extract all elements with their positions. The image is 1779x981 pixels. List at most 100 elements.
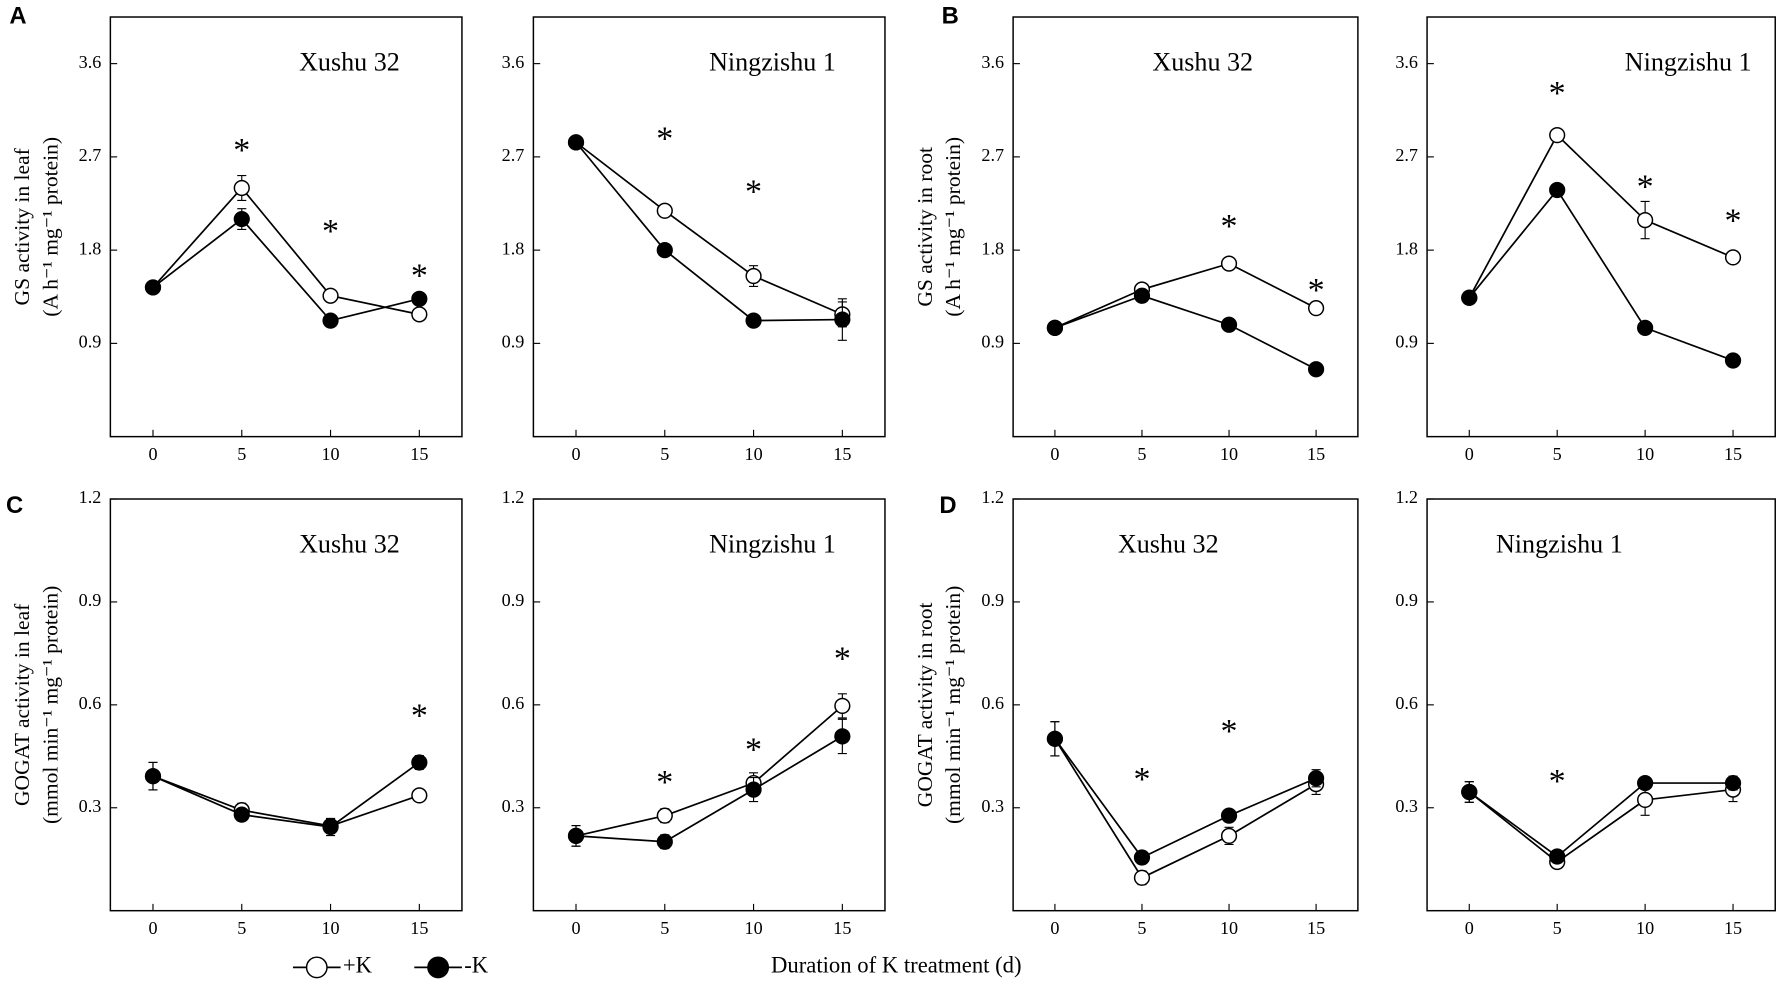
line — [152, 186, 420, 316]
marker — [745, 312, 762, 329]
line — [152, 775, 420, 827]
series — [144, 761, 428, 835]
series — [1461, 181, 1742, 369]
panel: 0.3 0.6 0.9 1.2 0 5 10 15 Ningzishu 1 * — [1395, 487, 1776, 938]
significance-mark: * — [1637, 168, 1654, 205]
line — [575, 705, 843, 837]
x-tick-label: 10 — [321, 918, 339, 938]
series — [144, 754, 428, 837]
y-axis-label: GS activity in root — [913, 147, 937, 307]
marker — [1549, 127, 1566, 144]
y-axis-label: (A h⁻¹ mg⁻¹ protein) — [38, 137, 62, 317]
x-tick-label: 0 — [1050, 444, 1059, 464]
significance-mark: * — [1221, 208, 1238, 245]
x-tick-label: 5 — [1137, 918, 1146, 938]
y-tick-label: 3.6 — [502, 52, 525, 72]
panel-letter: C — [6, 492, 23, 519]
series — [1461, 774, 1742, 865]
marker — [322, 818, 339, 836]
panel: 0.9 1.8 2.7 3.6 0 5 10 15 Xushu 32 A GS activity i… — [9, 2, 463, 464]
y-tick-label: 0.9 — [981, 590, 1004, 610]
x-tick-label: 0 — [571, 918, 580, 938]
y-axis-label: (mmol min⁻¹ mg⁻¹ protein) — [941, 586, 965, 824]
plot-frame — [532, 16, 886, 438]
marker — [411, 754, 428, 771]
y-tick-label: 1.8 — [502, 238, 525, 258]
x-tick-label: 10 — [1636, 918, 1654, 938]
legend-item: -K — [414, 953, 489, 979]
x-tick-label: 0 — [1465, 918, 1474, 938]
marker — [1549, 181, 1566, 199]
marker — [1637, 774, 1654, 792]
panel: 0.9 1.8 2.7 3.6 0 5 10 15 Ningzishu 1 * * — [502, 16, 886, 464]
plot-frame — [532, 498, 886, 912]
y-tick-label: 3.6 — [981, 52, 1004, 72]
x-tick-label: 15 — [833, 918, 851, 938]
y-tick-label: 0.6 — [981, 693, 1004, 713]
y-tick-label: 1.8 — [79, 238, 102, 258]
series — [567, 134, 851, 341]
y-tick-label: 0.3 — [502, 796, 525, 816]
panel: 0.9 1.8 2.7 3.6 0 5 10 15 Ningzishu 1 * * * — [1395, 16, 1776, 464]
x-tick-label: 0 — [148, 444, 157, 464]
y-tick-label: 0.6 — [502, 693, 525, 713]
x-axis-label: Duration of K treatment (d) — [771, 953, 1022, 978]
marker — [834, 311, 851, 328]
y-tick-label: 0.3 — [981, 796, 1004, 816]
panel-letter: D — [939, 492, 956, 519]
y-tick-label: 0.9 — [1395, 332, 1418, 352]
y-tick-label: 1.8 — [1395, 238, 1418, 258]
y-tick-label: 0.9 — [981, 332, 1004, 352]
panel-title: Xushu 32 — [299, 530, 400, 559]
series — [567, 718, 851, 850]
x-tick-label: 10 — [1220, 444, 1238, 464]
y-tick-label: 1.2 — [502, 487, 525, 507]
y-tick-label: 2.7 — [981, 145, 1004, 165]
marker — [233, 806, 250, 823]
marker — [834, 697, 851, 714]
x-tick-label: 5 — [237, 918, 246, 938]
marker — [322, 287, 339, 304]
y-tick-label: 0.6 — [1395, 693, 1418, 713]
series — [1461, 127, 1742, 306]
significance-mark: * — [745, 174, 762, 211]
marker — [656, 202, 673, 219]
line — [1468, 133, 1734, 299]
y-tick-label: 0.9 — [502, 590, 525, 610]
y-tick-label: 0.6 — [79, 693, 102, 713]
significance-mark: * — [411, 258, 428, 295]
significance-mark: * — [1549, 75, 1566, 112]
significance-mark: * — [411, 697, 428, 734]
marker — [834, 728, 851, 745]
marker — [1133, 287, 1151, 304]
line — [1054, 262, 1317, 329]
x-tick-label: 10 — [745, 918, 763, 938]
series — [567, 134, 851, 328]
y-tick-label: 2.7 — [79, 145, 102, 165]
panel-title: Ningzishu 1 — [709, 48, 836, 77]
line — [1054, 738, 1317, 859]
line — [152, 761, 420, 828]
y-axis-label: GOGAT activity in leaf — [10, 603, 34, 806]
legend-label: +K — [343, 953, 373, 978]
legend-label: -K — [464, 953, 489, 978]
x-tick-label: 15 — [1307, 444, 1325, 464]
line — [152, 217, 420, 322]
x-tick-label: 15 — [1724, 444, 1742, 464]
y-tick-label: 3.6 — [79, 52, 102, 72]
legend-marker — [427, 956, 450, 979]
marker — [1461, 783, 1478, 801]
panel-title: Xushu 32 — [299, 48, 400, 77]
panel-title: Ningzishu 1 — [1625, 48, 1752, 77]
marker — [745, 781, 762, 798]
series — [144, 208, 428, 329]
marker — [1220, 807, 1238, 824]
marker — [1307, 361, 1325, 378]
x-tick-label: 15 — [1307, 918, 1325, 938]
x-tick-label: 0 — [1465, 444, 1474, 464]
marker — [322, 312, 339, 329]
y-tick-label: 0.9 — [79, 590, 102, 610]
significance-mark: * — [1221, 713, 1238, 750]
series — [1046, 287, 1325, 378]
